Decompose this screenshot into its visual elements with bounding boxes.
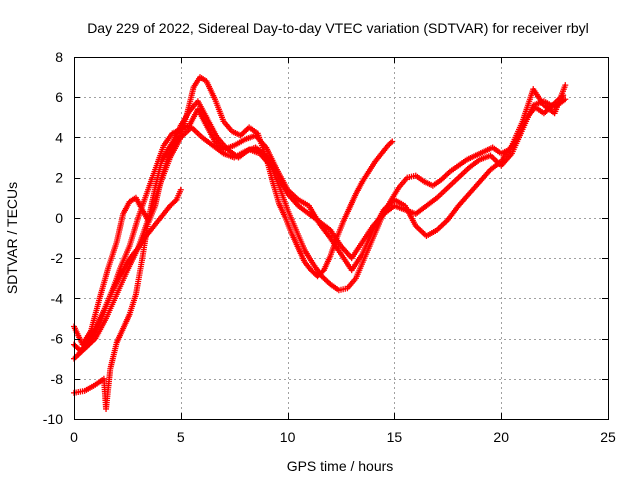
data-point [562, 96, 569, 103]
data-point [177, 186, 184, 193]
series-track-5 [75, 82, 569, 358]
x-tick-label: 5 [177, 429, 185, 445]
y-tick-label: 8 [55, 49, 63, 65]
y-tick-label: 2 [55, 170, 63, 186]
y-tick-label: 4 [55, 129, 63, 145]
data-point [389, 138, 396, 145]
x-axis-label: GPS time / hours [287, 458, 394, 474]
y-tick-label: -10 [43, 411, 63, 427]
data-point [562, 82, 569, 89]
y-tick-label: -2 [51, 250, 64, 266]
y-tick-label: -4 [51, 290, 64, 306]
chart-title: Day 229 of 2022, Sidereal Day-to-day VTE… [87, 20, 589, 36]
x-tick-label: 15 [387, 429, 403, 445]
x-tick-labels: 0 5 10 15 20 25 [70, 429, 616, 445]
x-tick-label: 10 [280, 429, 296, 445]
data-points [71, 74, 569, 412]
y-tick-label: 6 [55, 89, 63, 105]
y-tick-label: -6 [51, 331, 64, 347]
y-tick-labels: -10 -8 -6 -4 -2 0 2 4 6 8 [43, 49, 63, 427]
y-tick-label: -8 [51, 371, 64, 387]
x-tick-label: 0 [70, 429, 78, 445]
x-tick-label: 25 [600, 429, 616, 445]
x-tick-label: 20 [493, 429, 509, 445]
plot-frame [74, 57, 609, 420]
y-tick-label: 0 [55, 210, 63, 226]
y-axis-label: SDTVAR / TECUs [4, 182, 20, 294]
data-point [172, 197, 179, 204]
axis-ticks [74, 57, 609, 420]
